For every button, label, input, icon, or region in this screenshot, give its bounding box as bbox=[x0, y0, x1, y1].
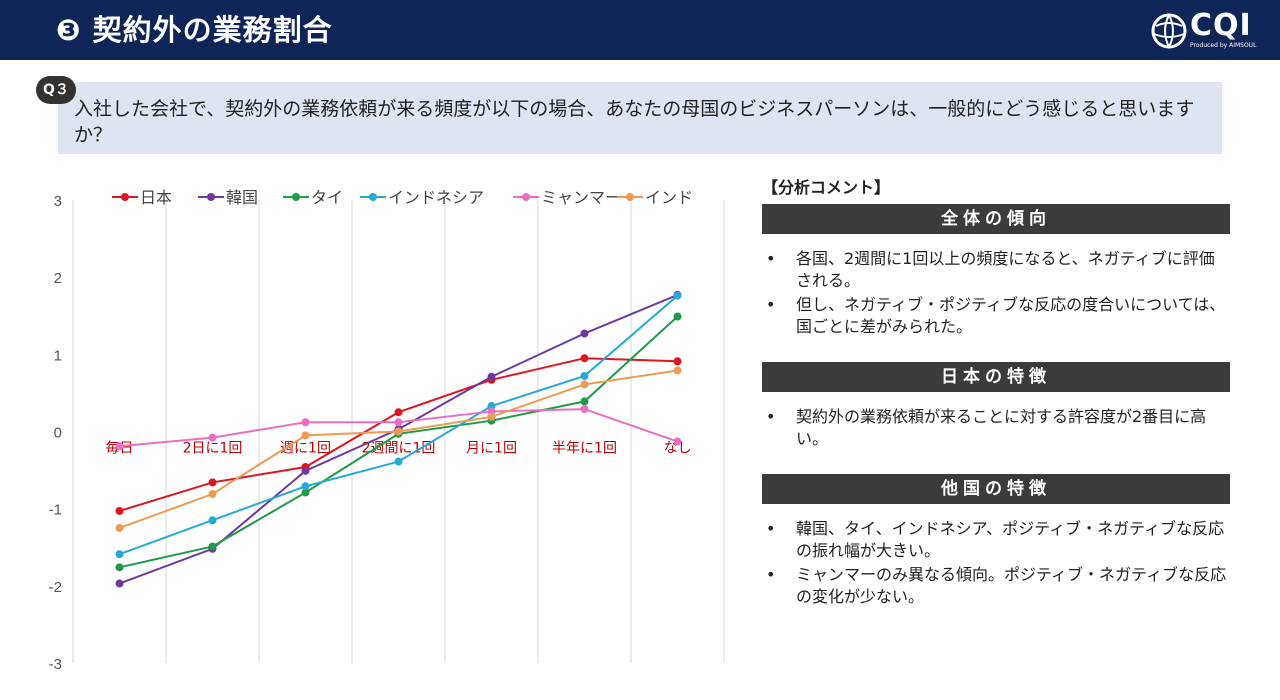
bullet-icon: • bbox=[766, 565, 776, 584]
legend-marker bbox=[292, 193, 300, 201]
section-overall-header: 全体の傾向 bbox=[762, 204, 1230, 234]
data-point bbox=[208, 490, 217, 499]
comment-bullet: • 韓国、タイ、インドネシア、ポジティブ・ネガティブな反応の振れ幅が大きい。 bbox=[766, 518, 1228, 562]
data-point bbox=[115, 579, 124, 588]
x-category-label: 週に1回 bbox=[280, 441, 331, 457]
data-point bbox=[580, 397, 589, 406]
y-tick-label: 3 bbox=[54, 193, 62, 210]
data-point bbox=[673, 366, 682, 375]
question-text: 入社した会社で、契約外の業務依頼が来る頻度が以下の場合、あなたの母国のビジネスパ… bbox=[74, 98, 1195, 146]
data-point bbox=[394, 408, 403, 417]
data-point bbox=[301, 431, 310, 440]
data-point bbox=[673, 312, 682, 321]
bullet-icon: • bbox=[766, 519, 776, 538]
page-title: ❸ 契約外の業務割合 bbox=[56, 13, 333, 47]
question-box bbox=[58, 82, 1222, 154]
data-point bbox=[394, 418, 403, 427]
data-point bbox=[673, 357, 682, 366]
comment-bullet: • 契約外の業務依頼が来ることに対する許容度が2番目に高い。 bbox=[766, 406, 1228, 450]
legend-marker bbox=[121, 193, 129, 201]
bullet-icon: • bbox=[766, 407, 776, 426]
comment-bullet: • 但し、ネガティブ・ポジティブな反応の度合いについては、国ごとに差がみられた。 bbox=[766, 294, 1228, 338]
comment-text: 但し、ネガティブ・ポジティブな反応の度合いについては、国ごとに差がみられた。 bbox=[796, 295, 1226, 336]
legend-label: インドネシア bbox=[388, 188, 484, 207]
legend-label: 日本 bbox=[140, 188, 172, 207]
x-category-label: 月に1回 bbox=[466, 441, 517, 457]
data-point bbox=[208, 433, 217, 442]
legend-label: ミャンマー bbox=[541, 188, 621, 207]
x-category-label: なし bbox=[664, 441, 692, 457]
data-point bbox=[115, 506, 124, 515]
data-point bbox=[487, 412, 496, 421]
bullet-icon: • bbox=[766, 249, 776, 268]
logo-subtitle: Produced by AIMSOUL bbox=[1190, 42, 1257, 49]
y-tick-label: 2 bbox=[54, 270, 62, 287]
y-tick-label: -3 bbox=[49, 656, 62, 673]
comment-bullet: • 各国、2週間に1回以上の頻度になると、ネガティブに評価される。 bbox=[766, 248, 1228, 292]
comment-bullet: • ミャンマーのみ異なる傾向。ポジティブ・ネガティブな反応の変化が少ない。 bbox=[766, 564, 1228, 608]
legend-label: 韓国 bbox=[226, 188, 258, 207]
legend-label: インド bbox=[645, 188, 693, 207]
data-point bbox=[580, 329, 589, 338]
data-point bbox=[301, 418, 310, 427]
data-point bbox=[301, 482, 310, 491]
bullet-icon: • bbox=[766, 295, 776, 314]
data-point bbox=[208, 542, 217, 551]
legend-marker bbox=[626, 193, 634, 201]
data-point bbox=[580, 371, 589, 380]
y-tick-label: -2 bbox=[49, 579, 62, 596]
data-point bbox=[580, 405, 589, 414]
data-point bbox=[115, 550, 124, 559]
y-tick-label: 1 bbox=[54, 347, 62, 364]
globe-icon bbox=[1151, 13, 1187, 49]
line-chart: -3-2-10123毎日2日に1回週に1回2週間に1回月に1回半年に1回なし日本… bbox=[49, 188, 725, 673]
legend-marker bbox=[207, 193, 215, 201]
x-category-label: 半年に1回 bbox=[552, 441, 617, 457]
data-point bbox=[394, 457, 403, 466]
section-japan-header: 日本の特徴 bbox=[762, 362, 1230, 392]
legend-label: タイ bbox=[311, 188, 343, 207]
data-point bbox=[208, 516, 217, 525]
comment-heading: 【分析コメント】 bbox=[762, 178, 891, 197]
data-point bbox=[673, 437, 682, 446]
data-point bbox=[487, 372, 496, 381]
data-point bbox=[301, 466, 310, 475]
comment-text: 韓国、タイ、インドネシア、ポジティブ・ネガティブな反応の振れ幅が大きい。 bbox=[796, 519, 1225, 560]
data-point bbox=[301, 488, 310, 497]
x-category-label: 2週間に1回 bbox=[362, 441, 436, 457]
question-badge: Q３ bbox=[36, 76, 76, 104]
comment-text: ミャンマーのみ異なる傾向。ポジティブ・ネガティブな反応の変化が少ない。 bbox=[796, 565, 1227, 606]
comment-text: 各国、2週間に1回以上の頻度になると、ネガティブに評価される。 bbox=[796, 249, 1215, 290]
y-tick-label: 0 bbox=[54, 425, 62, 442]
logo-text: CQI bbox=[1190, 8, 1252, 43]
header-bar: ❸ 契約外の業務割合 CQI Produced by AIMSOUL bbox=[0, 0, 1280, 60]
data-point bbox=[115, 442, 124, 451]
data-point bbox=[580, 380, 589, 389]
y-tick-label: -1 bbox=[49, 502, 62, 519]
cqi-logo: CQI Produced by AIMSOUL bbox=[1150, 8, 1272, 52]
data-point bbox=[394, 427, 403, 436]
legend-marker bbox=[522, 193, 530, 201]
data-point bbox=[208, 478, 217, 487]
data-point bbox=[673, 291, 682, 300]
section-others-header: 他国の特徴 bbox=[762, 474, 1230, 504]
legend-marker bbox=[369, 193, 377, 201]
data-point bbox=[580, 354, 589, 363]
comment-text: 契約外の業務依頼が来ることに対する許容度が2番目に高い。 bbox=[796, 407, 1207, 448]
data-point bbox=[115, 523, 124, 532]
data-point bbox=[115, 563, 124, 572]
x-category-label: 2日に1回 bbox=[183, 441, 243, 457]
